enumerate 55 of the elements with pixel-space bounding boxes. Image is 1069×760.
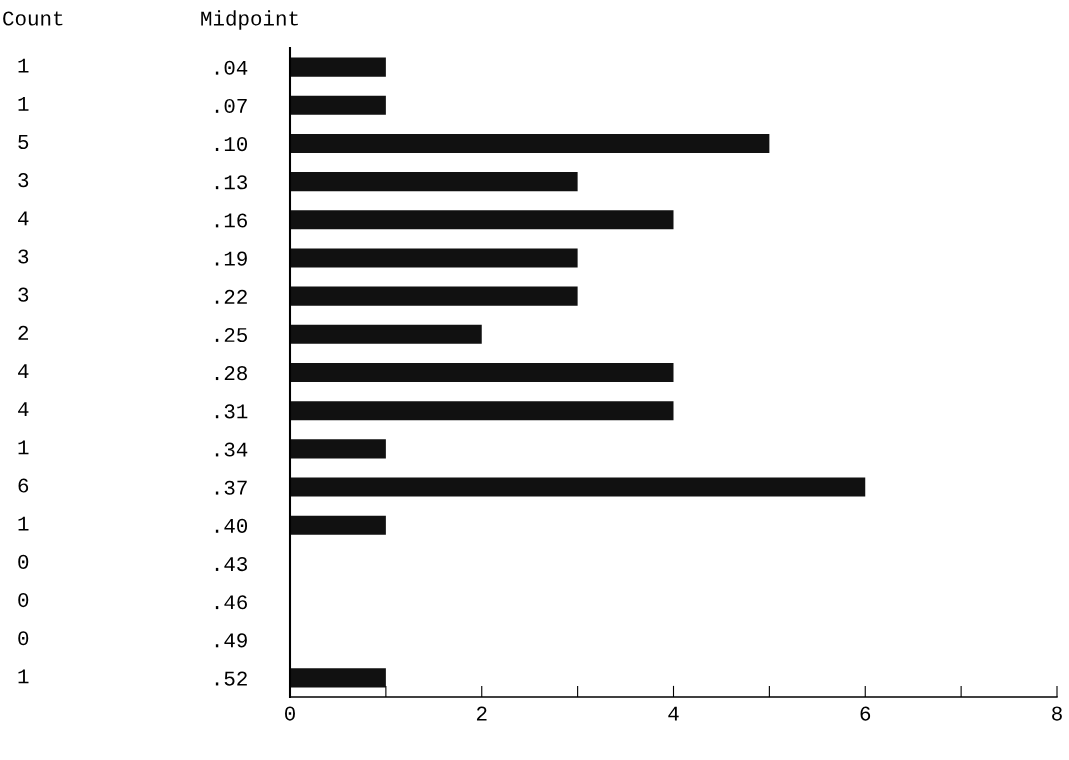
- y-tick-label: .22: [215, 289, 247, 304]
- data-label: 4: [18, 364, 29, 378]
- data-label: 3: [18, 173, 29, 188]
- y-tick-label: .52: [215, 671, 247, 686]
- bar: [290, 324, 482, 344]
- bar: [290, 95, 386, 115]
- data-label: 0: [18, 554, 29, 569]
- bar: [290, 401, 674, 421]
- y-tick-label: .10: [215, 137, 248, 152]
- data-label: 0: [18, 593, 29, 608]
- bar: [290, 362, 674, 383]
- y-tick-label: .07: [215, 98, 247, 114]
- y-axis-title: Midpoint: [201, 10, 298, 30]
- bar: [290, 133, 770, 153]
- y-tick-label: .46: [215, 595, 247, 610]
- data-label: 3: [18, 249, 29, 264]
- text: Count: [3, 11, 63, 26]
- y-tick-label: .49: [215, 633, 247, 648]
- bar: [290, 248, 578, 268]
- data-label: 1: [18, 96, 29, 111]
- data-label: 1: [18, 440, 29, 455]
- data-label: 4: [18, 402, 29, 417]
- x-tick-label: 6: [860, 706, 871, 721]
- bar: [290, 477, 866, 497]
- data-label: 1: [18, 669, 29, 684]
- y-tick-label: .16: [215, 213, 247, 228]
- data-label: 6: [18, 478, 29, 493]
- y-tick-label: .31: [215, 404, 248, 419]
- y-tick-label: .04: [215, 60, 248, 75]
- x-tick-label: 2: [476, 706, 487, 721]
- x-tick-label: 4: [668, 706, 679, 721]
- y-tick-label: .34: [215, 442, 248, 457]
- y-tick-label: .19: [215, 251, 247, 266]
- bar: [290, 57, 386, 77]
- bar: [290, 515, 386, 535]
- data-label: 5: [18, 135, 29, 150]
- y-tick-label: .37: [215, 480, 247, 495]
- data-label: 0: [18, 631, 29, 646]
- bar: [290, 439, 386, 459]
- data-label: 4: [18, 211, 29, 226]
- y-tick-label: .13: [215, 175, 248, 190]
- data-label: 3: [18, 287, 29, 302]
- data-label: 2: [18, 325, 29, 340]
- x-tick-label: 0: [285, 706, 295, 721]
- data-label: 1: [18, 516, 29, 531]
- bar: [290, 210, 674, 230]
- bar: [290, 668, 386, 688]
- x-tick-label: 8: [1052, 706, 1062, 721]
- data-label: 1: [18, 58, 29, 73]
- bar: [290, 286, 578, 306]
- y-tick-label: .28: [215, 366, 247, 381]
- bar: [290, 172, 578, 192]
- y-tick-label: .43: [215, 557, 248, 572]
- y-tick-label: .25: [215, 327, 248, 343]
- y-tick-label: .40: [215, 518, 248, 533]
